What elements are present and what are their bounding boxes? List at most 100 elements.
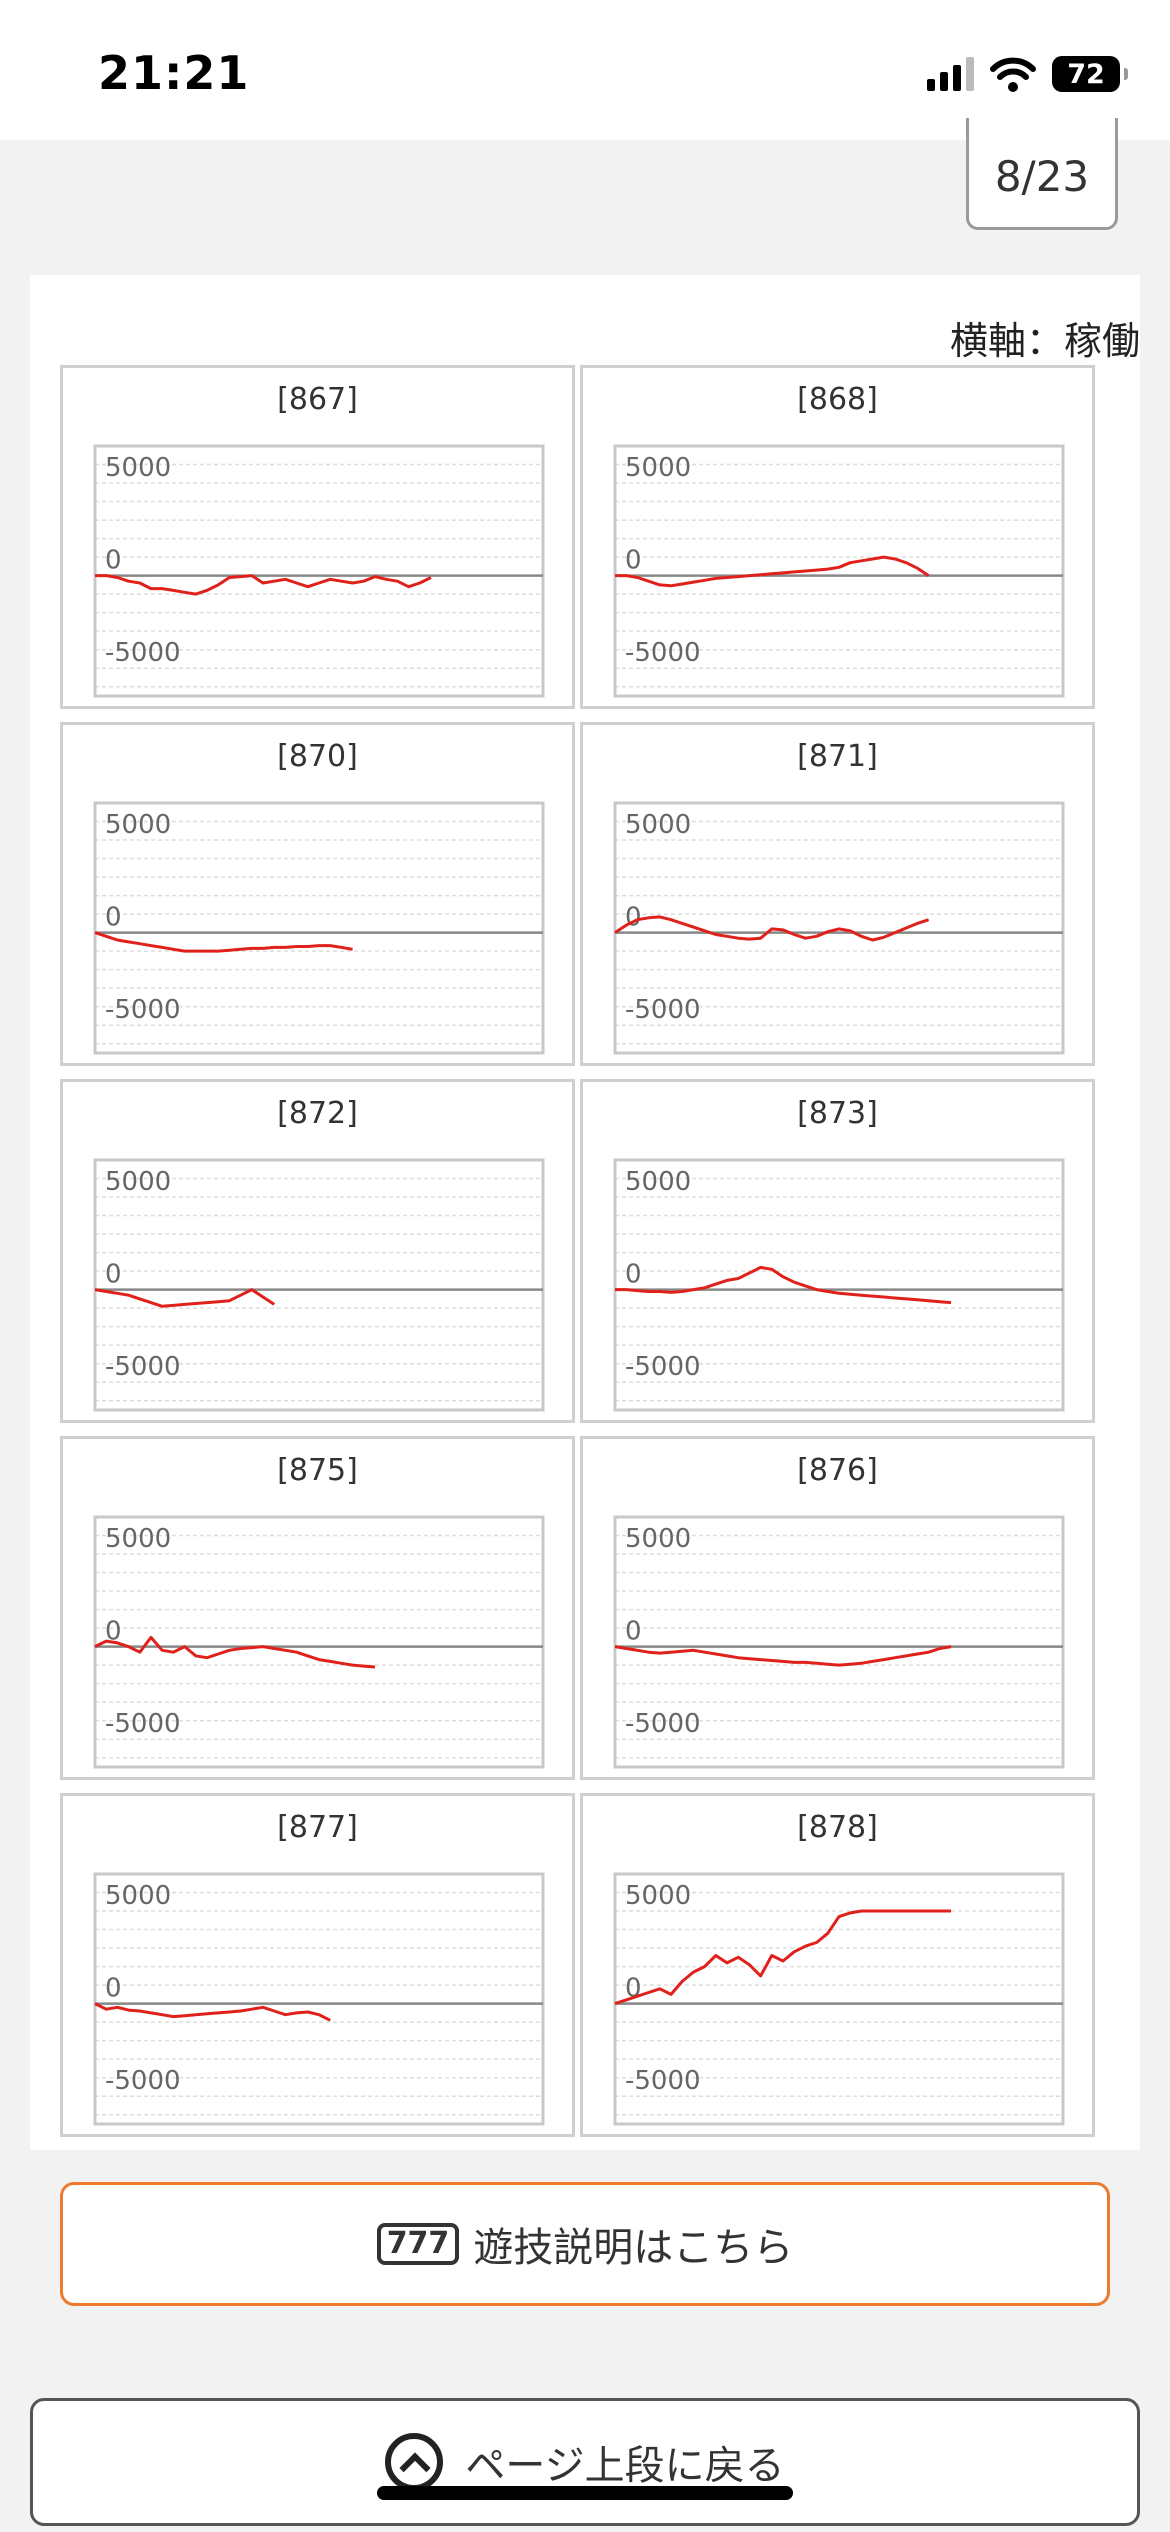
cellular-signal-icon — [927, 57, 974, 91]
home-indicator — [377, 2486, 793, 2500]
series-line — [614, 915, 930, 942]
line-chart: 5000 0 -5000 — [613, 444, 1065, 698]
series-line — [94, 1635, 376, 1669]
plot-frame — [93, 1515, 545, 1769]
chart-plot: 5000 0 -5000 — [93, 801, 545, 1055]
line-chart: 5000 0 -5000 — [93, 1158, 545, 1412]
y-tick-label: -5000 — [625, 1709, 701, 1739]
chart-title: [873] — [797, 1096, 878, 1131]
chart-title: [878] — [797, 1810, 878, 1845]
chart-title: [870] — [277, 739, 358, 774]
y-tick-label: 0 — [105, 1974, 122, 2004]
series-line — [614, 1645, 952, 1667]
chart-plot: 5000 0 -5000 — [613, 801, 1065, 1055]
chart-title: [876] — [797, 1453, 878, 1488]
chart-plot: 5000 0 -5000 — [93, 1515, 545, 1769]
y-tick-label: 5000 — [625, 1881, 691, 1911]
y-tick-label: -5000 — [105, 995, 181, 1025]
slot-777-icon: 777 — [376, 2223, 460, 2265]
chart-cell: [876] 5000 0 -5000 — [580, 1436, 1095, 1780]
line-chart: 5000 0 -5000 — [613, 801, 1065, 1055]
y-tick-label: -5000 — [625, 2066, 701, 2096]
series-line — [615, 1265, 952, 1305]
plot-frame — [93, 801, 545, 1055]
series-line — [94, 931, 353, 953]
y-tick-label: 0 — [105, 1617, 122, 1647]
y-tick-label: -5000 — [105, 638, 181, 668]
y-tick-label: -5000 — [625, 638, 701, 668]
status-time: 21:21 — [98, 46, 250, 100]
plot-frame — [613, 1872, 1065, 2126]
plot-frame — [613, 801, 1065, 1055]
plot-frame — [613, 444, 1065, 698]
y-tick-label: 5000 — [105, 1167, 171, 1197]
plot-frame — [613, 1515, 1065, 1769]
line-chart: 5000 0 -5000 — [613, 1515, 1065, 1769]
chevron-up-circle-icon — [385, 2433, 444, 2491]
y-tick-label: 0 — [625, 1617, 642, 1647]
chart-plot: 5000 0 -5000 — [613, 1515, 1065, 1769]
chart-plot: 5000 0 -5000 — [613, 1872, 1065, 2126]
plot-frame — [613, 1158, 1065, 1412]
series-line — [94, 2002, 331, 2022]
chart-cell: [867] 5000 0 -5000 — [60, 365, 575, 709]
line-chart: 5000 0 -5000 — [93, 1515, 545, 1769]
chart-title: [871] — [797, 739, 878, 774]
y-tick-label: 0 — [625, 1260, 642, 1290]
chart-cell: [873] 5000 0 -5000 — [580, 1079, 1095, 1423]
chart-title: [872] — [277, 1096, 358, 1131]
y-tick-label: -5000 — [625, 995, 701, 1025]
chart-plot: 5000 0 -5000 — [613, 1158, 1065, 1412]
page-indicator: 8/23 — [966, 118, 1118, 230]
status-bar: 21:21 72 — [0, 0, 1170, 140]
chart-title: [875] — [277, 1453, 358, 1488]
play-explanation-label: 遊技説明はこちら — [473, 2225, 794, 2271]
back-to-top-label: ページ上段に戻る — [465, 2443, 785, 2489]
plot-frame — [93, 1158, 545, 1412]
y-tick-label: 0 — [105, 546, 122, 576]
chart-cell: [871] 5000 0 -5000 — [580, 722, 1095, 1066]
series-line — [94, 1288, 276, 1308]
y-tick-label: 5000 — [625, 453, 691, 483]
back-to-top-button[interactable]: ページ上段に戻る — [30, 2398, 1140, 2526]
y-tick-label: 5000 — [105, 810, 171, 840]
y-tick-label: -5000 — [105, 1352, 181, 1382]
series-line — [95, 574, 432, 596]
y-tick-label: 0 — [105, 903, 122, 933]
chart-panel: 横軸：稼働 [867] 5000 0 -5000 [868] 5000 0 -5000 [870… — [30, 275, 1140, 2150]
series-line — [615, 555, 930, 588]
y-tick-label: -5000 — [625, 1352, 701, 1382]
play-explanation-button[interactable]: 777 遊技説明はこちら — [60, 2182, 1110, 2306]
battery-icon: 72 — [1052, 56, 1128, 92]
chart-cell: [878] 5000 0 -5000 — [580, 1793, 1095, 2137]
y-tick-label: 5000 — [105, 1524, 171, 1554]
chart-title: [877] — [277, 1810, 358, 1845]
chart-title: [868] — [797, 382, 878, 417]
axis-note: 横軸：稼働 — [949, 319, 1140, 363]
y-tick-label: 0 — [625, 546, 642, 576]
y-tick-label: -5000 — [105, 1709, 181, 1739]
line-chart: 5000 0 -5000 — [93, 801, 545, 1055]
wifi-icon — [990, 57, 1036, 92]
y-tick-label: 5000 — [625, 1524, 691, 1554]
y-tick-label: 0 — [105, 1260, 122, 1290]
series-line — [614, 1909, 951, 2006]
chart-cell: [868] 5000 0 -5000 — [580, 365, 1095, 709]
chart-plot: 5000 0 -5000 — [93, 1158, 545, 1412]
chart-cell: [877] 5000 0 -5000 — [60, 1793, 575, 2137]
chart-cell: [872] 5000 0 -5000 — [60, 1079, 575, 1423]
y-tick-label: 0 — [625, 903, 642, 933]
line-chart: 5000 0 -5000 — [93, 1872, 545, 2126]
chart-plot: 5000 0 -5000 — [93, 444, 545, 698]
chart-cell: [875] 5000 0 -5000 — [60, 1436, 575, 1780]
plot-frame — [93, 444, 545, 698]
y-tick-label: 5000 — [105, 1881, 171, 1911]
chart-title: [867] — [277, 382, 358, 417]
y-tick-label: -5000 — [105, 2066, 181, 2096]
chart-cell: [870] 5000 0 -5000 — [60, 722, 575, 1066]
y-tick-label: 5000 — [625, 810, 691, 840]
status-icons: 72 — [927, 50, 1128, 98]
